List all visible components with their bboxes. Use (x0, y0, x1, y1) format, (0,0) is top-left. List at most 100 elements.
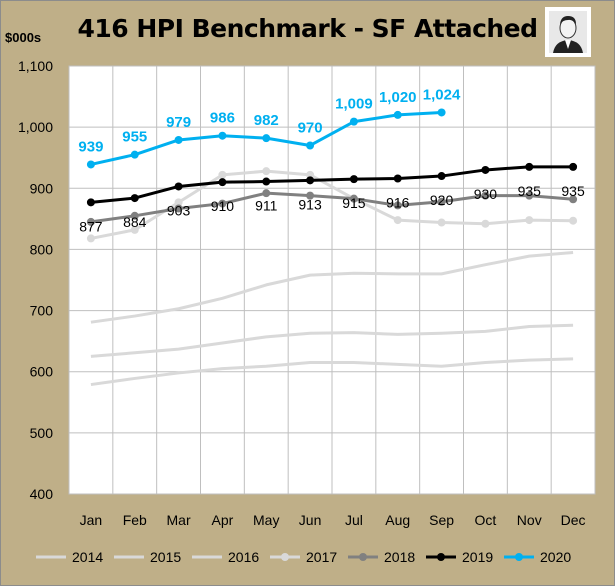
legend-label-2015: 2015 (150, 549, 181, 565)
data-point-2018 (481, 191, 490, 200)
data-point-2020 (306, 141, 315, 150)
data-point-2019 (218, 178, 227, 187)
data-point-2019 (569, 162, 578, 171)
data-point-2017 (130, 225, 139, 234)
data-point-2017 (218, 170, 227, 179)
data-point-2019 (262, 177, 271, 186)
x-tick-label: Sep (429, 512, 454, 528)
data-label-2019: 916 (386, 195, 410, 211)
data-point-2019 (481, 165, 490, 174)
data-point-2020 (86, 160, 95, 169)
data-point-2018 (569, 195, 578, 204)
data-label-2020: 979 (166, 114, 191, 131)
data-label-2019: 920 (430, 192, 454, 208)
data-point-2018 (349, 194, 358, 203)
data-label-2020: 970 (298, 119, 323, 136)
data-point-2020 (393, 110, 402, 119)
legend-marker-2018 (359, 553, 367, 561)
data-point-2018 (262, 189, 271, 198)
legend-label-2019: 2019 (462, 549, 493, 565)
data-point-2017 (86, 234, 95, 243)
data-point-2017 (569, 216, 578, 225)
series-line-2016 (90, 250, 574, 324)
y-tick-label: 800 (30, 241, 54, 257)
series-line-2018 (90, 191, 574, 224)
data-label-2020: 1,020 (379, 89, 417, 106)
data-point-2017 (525, 216, 534, 225)
data-label-2019: 884 (123, 214, 147, 230)
data-point-2019 (174, 182, 183, 191)
x-tick-label: Mar (167, 512, 191, 528)
chart-title: 416 HPI Benchmark - SF Attached (77, 14, 538, 43)
data-point-2018 (130, 211, 139, 220)
data-point-2020 (437, 108, 446, 117)
y-tick-label: 400 (30, 486, 54, 502)
legend-label-2020: 2020 (540, 549, 571, 565)
data-point-2020 (262, 134, 271, 143)
data-point-2017 (437, 218, 446, 227)
data-label-2019: 930 (474, 186, 498, 202)
plot-border (68, 65, 596, 495)
legend-label-2016: 2016 (228, 549, 259, 565)
data-point-2017 (393, 216, 402, 225)
data-point-2019 (130, 194, 139, 203)
x-tick-label: Dec (561, 512, 586, 528)
data-label-2019: 915 (342, 195, 366, 211)
series-line-2019 (90, 165, 574, 204)
data-point-2019 (437, 172, 446, 181)
data-label-2019: 935 (518, 183, 542, 199)
data-point-2018 (174, 204, 183, 213)
data-label-2019: 877 (79, 218, 103, 234)
data-point-2019 (393, 174, 402, 183)
data-point-2017 (306, 170, 315, 179)
x-tick-label: Aug (385, 512, 410, 528)
y-axis-unit-label: $000s (5, 30, 42, 45)
data-point-2019 (86, 198, 95, 207)
data-label-2020: 939 (78, 138, 103, 155)
x-tick-label: May (253, 512, 279, 528)
x-tick-label: Apr (212, 512, 234, 528)
data-label-2020: 982 (254, 112, 279, 129)
data-label-2020: 1,009 (335, 96, 373, 113)
data-point-2018 (218, 199, 227, 208)
data-label-2019: 911 (255, 198, 278, 214)
data-label-2019: 935 (561, 183, 585, 199)
x-tick-label: Jan (80, 512, 103, 528)
legend-marker-2017 (281, 553, 289, 561)
x-tick-label: Jul (345, 512, 363, 528)
data-label-2020: 986 (210, 110, 235, 127)
legend-label-2014: 2014 (72, 549, 103, 565)
series-line-2014 (90, 357, 574, 387)
data-label-2019: 903 (167, 202, 191, 218)
data-point-2018 (437, 197, 446, 206)
data-label-2020: 955 (122, 129, 147, 146)
data-point-2020 (174, 135, 183, 144)
data-point-2019 (349, 175, 358, 184)
data-point-2018 (393, 201, 402, 210)
y-tick-label: 600 (30, 364, 54, 380)
data-point-2019 (525, 162, 534, 171)
legend-label-2018: 2018 (384, 549, 415, 565)
x-tick-label: Jun (299, 512, 322, 528)
x-tick-label: Oct (475, 512, 497, 528)
data-point-2020 (218, 131, 227, 140)
data-point-2017 (174, 198, 183, 207)
series-line-2015 (90, 323, 574, 358)
legend-marker-2020 (515, 553, 523, 561)
x-tick-label: Feb (123, 512, 147, 528)
y-tick-label: 500 (30, 425, 54, 441)
data-label-2019: 913 (298, 196, 322, 212)
data-point-2018 (306, 191, 315, 200)
data-point-2017 (481, 219, 490, 228)
data-label-2020: 1,024 (423, 86, 461, 103)
legend-marker-2019 (437, 553, 445, 561)
data-point-2019 (306, 176, 315, 185)
y-tick-label: 1,000 (18, 119, 53, 135)
author-portrait-logo (545, 7, 591, 57)
y-tick-label: 900 (30, 180, 54, 196)
data-point-2018 (525, 191, 534, 200)
data-point-2020 (349, 117, 358, 126)
data-point-2018 (86, 217, 95, 226)
y-tick-label: 700 (30, 303, 54, 319)
